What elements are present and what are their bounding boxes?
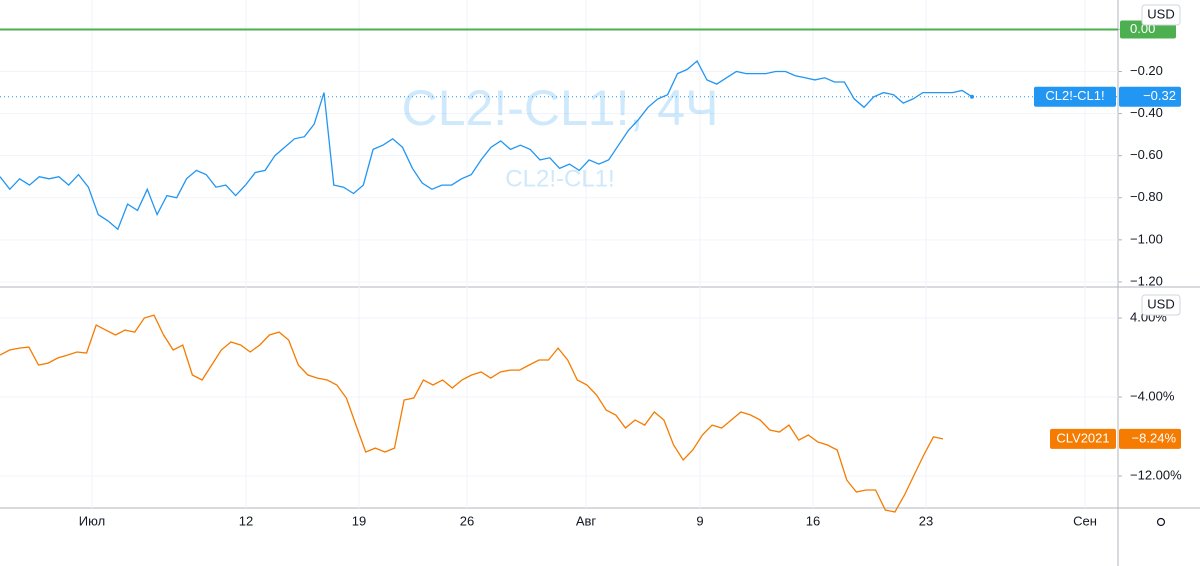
gear-icon[interactable] xyxy=(1156,517,1166,527)
x-tick-label: 23 xyxy=(919,513,933,528)
y-tick-label: −0.60 xyxy=(1130,147,1163,162)
legend-badge xyxy=(1050,428,1116,449)
currency-label: USD xyxy=(1147,6,1174,21)
x-tick-label: 16 xyxy=(806,513,820,528)
settings-icon[interactable] xyxy=(1156,517,1166,527)
x-tick-label: 26 xyxy=(460,513,474,528)
y-tick-label: −0.20 xyxy=(1130,63,1163,78)
series-line xyxy=(0,59,973,231)
x-tick-label: Сен xyxy=(1073,513,1097,528)
legend-label: CL2!-CL1! xyxy=(1045,88,1104,103)
last-value-badge xyxy=(1119,428,1181,449)
watermark: CL2!-CL1!, 4Ч xyxy=(402,80,719,136)
x-tick-label: 9 xyxy=(696,513,703,528)
x-tick-label: 19 xyxy=(352,513,366,528)
legend-label: CLV2021 xyxy=(1056,430,1109,445)
last-value-label: −0.32 xyxy=(1143,88,1176,103)
x-tick-label: 12 xyxy=(239,513,253,528)
currency-box xyxy=(1141,4,1181,26)
currency-box xyxy=(1141,294,1181,316)
y-tick-label: −0.40 xyxy=(1130,105,1163,120)
legend-badge xyxy=(1034,86,1116,107)
x-tick-label: Июл xyxy=(79,513,105,528)
last-value-badge xyxy=(1119,86,1181,107)
currency-label: USD xyxy=(1147,296,1174,311)
last-point xyxy=(970,94,974,99)
series-line xyxy=(0,314,944,513)
watermark-subtitle: CL2!-CL1! xyxy=(505,165,614,192)
x-tick-label: Авг xyxy=(576,513,597,528)
y-tick-label: −0.80 xyxy=(1130,189,1163,204)
y-tick-label: −1.00 xyxy=(1130,231,1163,246)
last-value-label: −8.24% xyxy=(1132,430,1177,445)
y-tick-label: −12.00% xyxy=(1130,467,1182,482)
y-tick-label: −4.00% xyxy=(1130,388,1175,403)
y-tick-label: −1.20 xyxy=(1130,273,1163,288)
